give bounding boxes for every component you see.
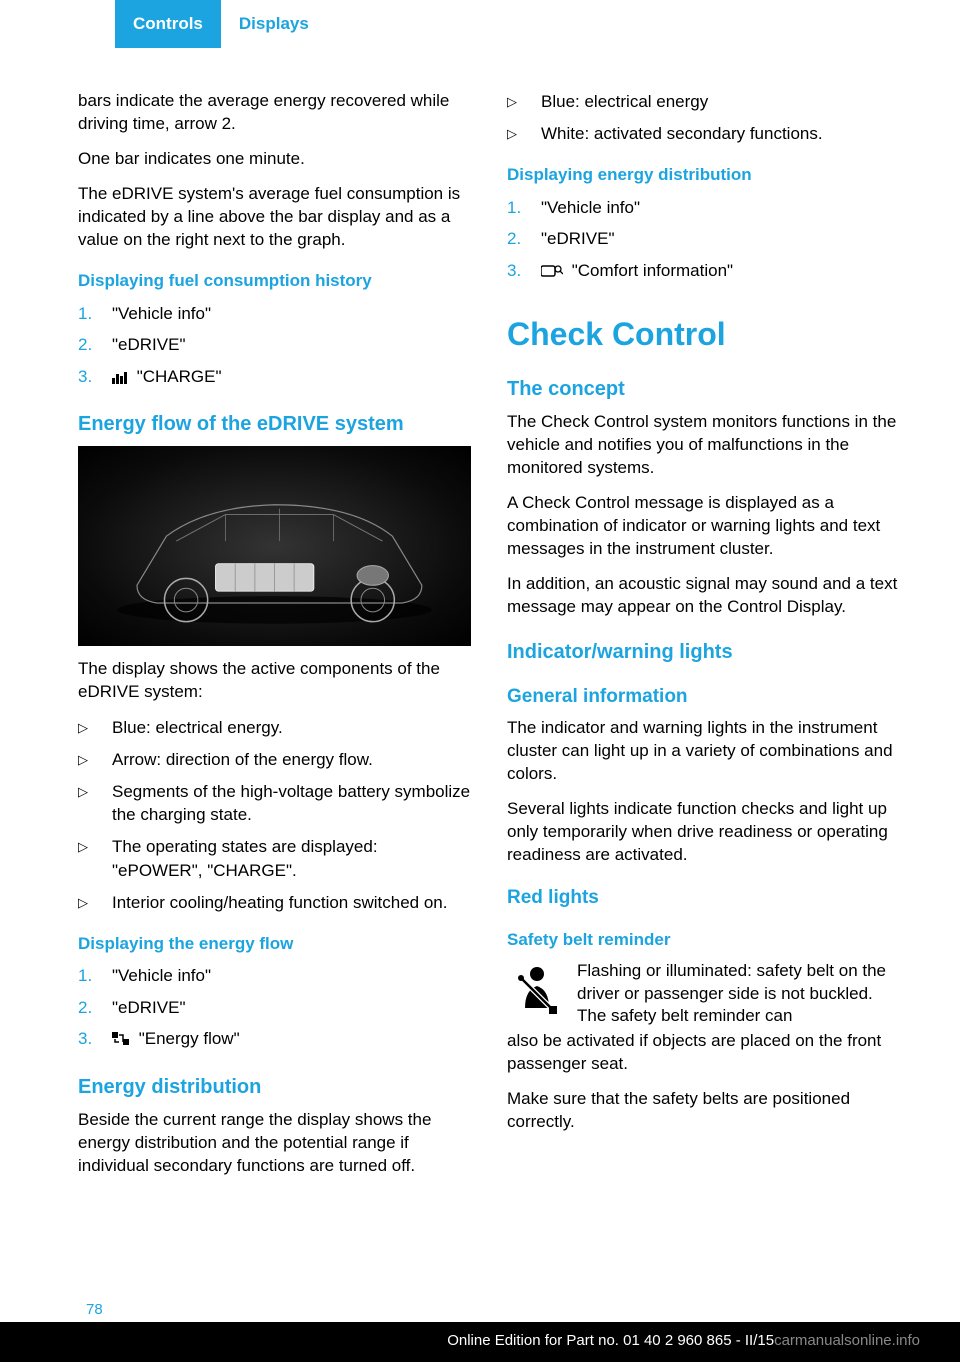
step-list: "Vehicle info" "eDRIVE" "Energy flow" [78, 963, 471, 1054]
body-text: bars indicate the average energy recover… [78, 90, 471, 136]
body-text: In addition, an acoustic signal may soun… [507, 573, 900, 619]
body-text: The Check Control system monitors functi… [507, 411, 900, 480]
bars-icon [112, 366, 128, 392]
body-text: Several lights indicate function checks … [507, 798, 900, 867]
safety-belt-icon [507, 960, 567, 1020]
list-item: "Comfort information" [507, 258, 900, 286]
left-column: bars indicate the average energy recover… [78, 90, 471, 1190]
subheading: Displaying the energy flow [78, 933, 471, 956]
list-item: "Energy flow" [78, 1026, 471, 1054]
list-item: Blue: electrical energy [507, 90, 900, 114]
body-text: The display shows the active components … [78, 658, 471, 704]
body-text: A Check Control message is displayed as … [507, 492, 900, 561]
footer-text: Online Edition for Part no. 01 40 2 960 … [447, 1332, 920, 1349]
step-list: "Vehicle info" "eDRIVE" "CHARGE" [78, 301, 471, 392]
tab-displays: Displays [221, 0, 327, 48]
subheading: Displaying energy distribution [507, 164, 900, 187]
body-text: The eDRIVE system's average fuel consump… [78, 183, 471, 252]
section-heading: The concept [507, 376, 900, 403]
main-heading: Check Control [507, 313, 900, 356]
list-item: "eDRIVE" [78, 995, 471, 1021]
header-bar: Controls Displays [0, 0, 960, 48]
list-item: Segments of the high-voltage battery sym… [78, 780, 471, 828]
list-item: Arrow: direction of the energy flow. [78, 748, 471, 772]
body-text: also be activated if objects are placed … [507, 1030, 900, 1076]
list-item: Interior cooling/heating function switch… [78, 891, 471, 915]
tab-controls: Controls [115, 0, 221, 48]
body-text: The indicator and warning lights in the … [507, 717, 900, 786]
energy-flow-icon [112, 1028, 130, 1054]
list-item: Blue: electrical energy. [78, 716, 471, 740]
list-item: "Vehicle info" [78, 301, 471, 327]
page-number: 78 [86, 1301, 103, 1318]
body-text: Flashing or illuminated: safety belt on … [577, 960, 900, 1029]
body-text: One bar indicates one minute. [78, 148, 471, 171]
section-heading: Indicator/warning lights [507, 639, 900, 666]
bullet-list: Blue: electrical energy. Arrow: directio… [78, 716, 471, 915]
safety-belt-block: Flashing or illuminated: safety belt on … [507, 960, 900, 1029]
section-heading: Energy flow of the eDRIVE system [78, 411, 471, 438]
subheading: Red lights [507, 885, 900, 911]
list-item-label: "Comfort information" [567, 261, 733, 280]
list-item: "CHARGE" [78, 364, 471, 392]
list-item: "Vehicle info" [507, 195, 900, 221]
list-item-label: "CHARGE" [132, 367, 222, 386]
body-text: Make sure that the safety belts are posi… [507, 1088, 900, 1134]
list-item: "eDRIVE" [507, 226, 900, 252]
list-item: "Vehicle info" [78, 963, 471, 989]
subheading: Safety belt reminder [507, 929, 900, 952]
section-heading: Energy distribution [78, 1074, 471, 1101]
bullet-list: Blue: electrical energy White: activated… [507, 90, 900, 146]
edrive-car-image [78, 446, 471, 646]
step-list: "Vehicle info" "eDRIVE" "Comfort informa… [507, 195, 900, 286]
watermark-text: carmanualsonline.info [774, 1332, 920, 1349]
list-item: "eDRIVE" [78, 332, 471, 358]
comfort-icon [541, 260, 563, 286]
subheading: Displaying fuel consumption history [78, 270, 471, 293]
list-item: White: activated secondary functions. [507, 122, 900, 146]
subheading: General information [507, 684, 900, 710]
body-text: Beside the current range the display sho… [78, 1109, 471, 1178]
right-column: Blue: electrical energy White: activated… [507, 90, 900, 1190]
list-item: The operating states are displayed: "ePO… [78, 835, 471, 883]
list-item-label: "Energy flow" [134, 1029, 240, 1048]
footer-bar: 78 Online Edition for Part no. 01 40 2 9… [0, 1322, 960, 1362]
content-columns: bars indicate the average energy recover… [0, 48, 960, 1190]
